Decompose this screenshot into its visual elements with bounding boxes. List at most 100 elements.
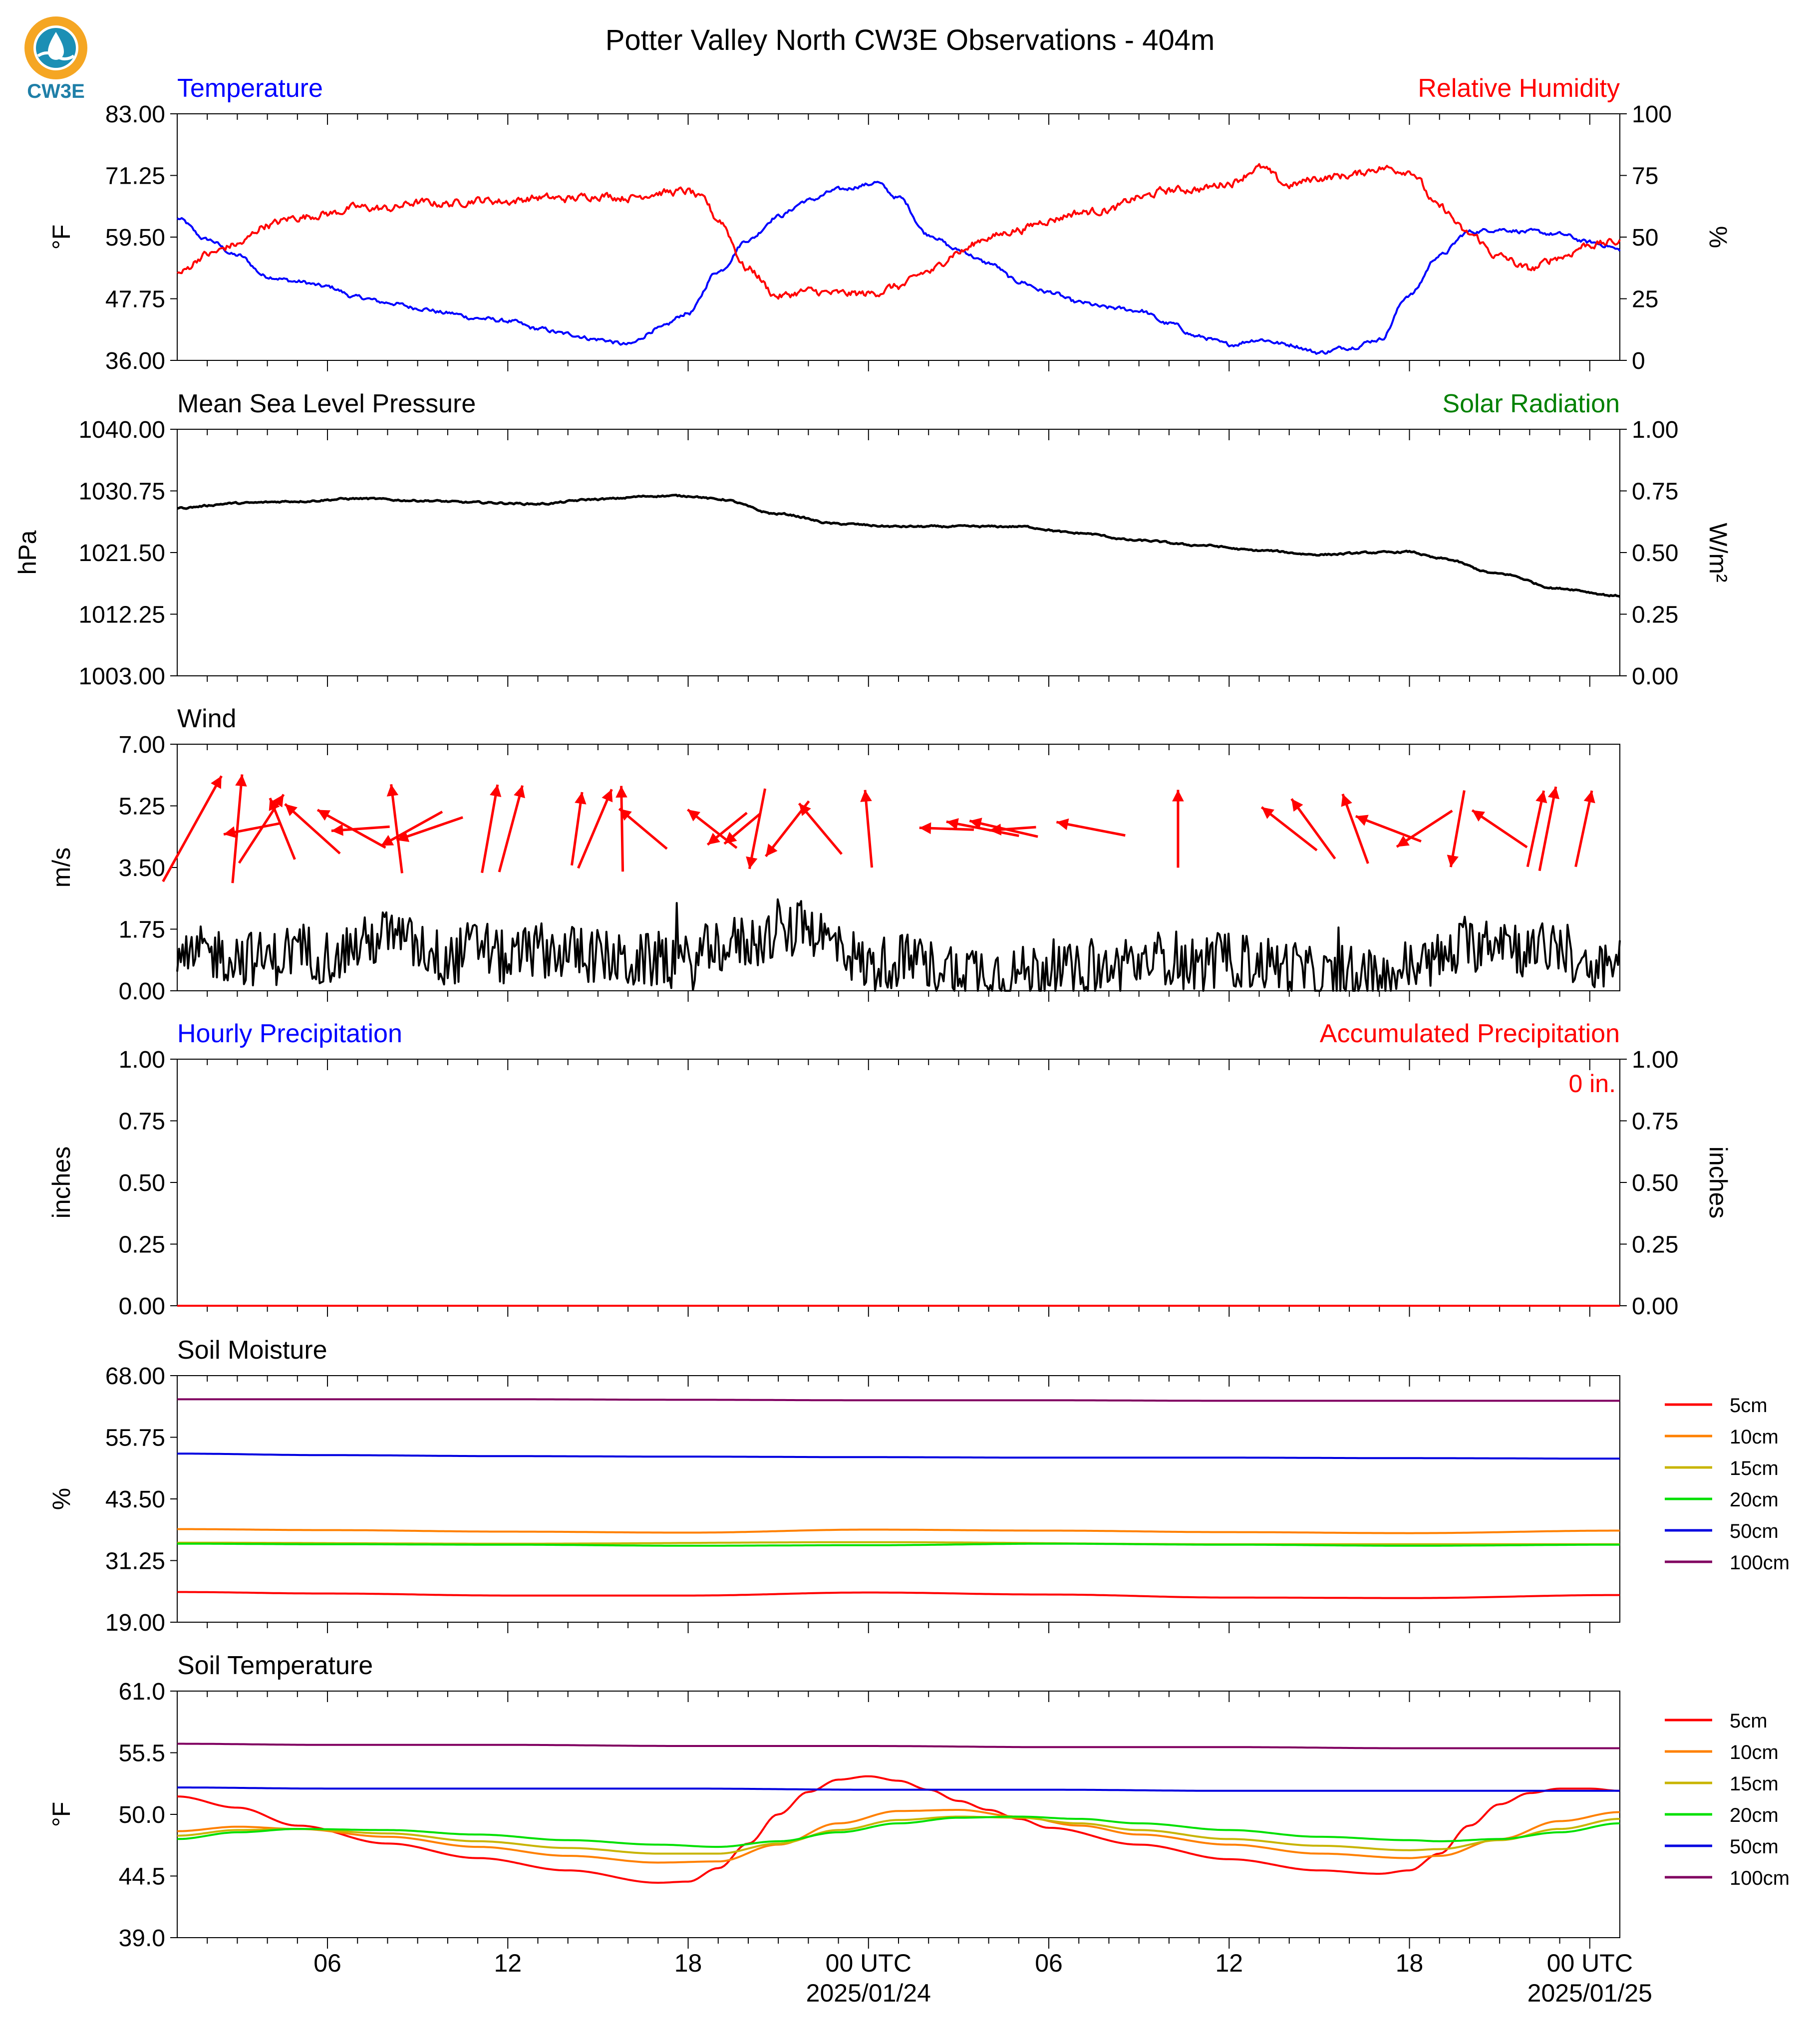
wind-arrow: [284, 803, 341, 855]
y-tick-label-right: 0.50: [1632, 1170, 1678, 1196]
y-tick-label-left: 68.00: [105, 1363, 165, 1390]
wind-arrow: [498, 785, 524, 872]
y-tick-label-left: 1.00: [119, 1047, 165, 1073]
series-line-5cm: [177, 1591, 1620, 1599]
y-tick-label-left: 0.25: [119, 1232, 165, 1258]
wind-arrow-head: [285, 804, 298, 817]
wind-arrow-head: [946, 818, 959, 830]
wind-arrow-head: [1261, 807, 1274, 819]
legend-label: 5cm: [1730, 1395, 1768, 1417]
panel-title-left: Mean Sea Level Pressure: [177, 389, 476, 418]
panel-soil-temp: 61.0 55.5 50.0 44.5 39.0 Soil Temperature °F 5c…: [47, 1651, 1790, 2007]
wind-arrow: [1574, 790, 1593, 868]
cw3e-logo: CW3E: [24, 16, 87, 102]
y-tick-label-right: 0.00: [1632, 1293, 1678, 1320]
y-axis-label-left: %: [47, 1488, 75, 1510]
wind-arrow-head: [1447, 855, 1459, 868]
wind-arrow-head: [235, 774, 247, 787]
wind-arrow-head: [381, 835, 394, 846]
legend-label: 10cm: [1730, 1741, 1779, 1763]
legend-label: 5cm: [1730, 1710, 1768, 1732]
y-tick-label-left: 7.00: [119, 732, 165, 758]
legend-label: 20cm: [1730, 1804, 1779, 1826]
y-tick-label-left: 44.5: [119, 1864, 165, 1890]
wind-arrow: [396, 816, 463, 842]
panel-title-left: Soil Temperature: [177, 1651, 373, 1680]
series-line-50cm: [177, 1452, 1620, 1460]
y-axis-label-left: inches: [47, 1147, 75, 1219]
y-tick-label-left: 71.25: [105, 163, 165, 190]
wind-arrow-head: [1583, 791, 1595, 804]
y-axis-label-left: m/s: [47, 848, 75, 888]
series-line-5cm: [177, 1775, 1620, 1884]
legend-label: 50cm: [1730, 1836, 1779, 1858]
wind-arrow-head: [969, 818, 982, 830]
y-tick-label-right: 0.00: [1632, 663, 1678, 690]
wind-arrow: [1538, 786, 1557, 871]
panel-soil-moisture: 68.00 55.75 43.50 31.25 19.00 Soil Moisture% 5…: [47, 1336, 1790, 1636]
legend-label: 100cm: [1730, 1867, 1790, 1889]
wind-arrow-head: [919, 822, 931, 835]
wind-arrow: [390, 784, 403, 873]
y-axis-label-right: %: [1704, 226, 1732, 248]
y-tick-label-right: 0.25: [1632, 1232, 1678, 1258]
wind-arrow-head: [386, 784, 399, 797]
wind-arrow-head: [860, 790, 872, 802]
wind-arrow-head: [211, 776, 222, 789]
wind-arrow-head: [1397, 835, 1410, 847]
y-axis-label-right: inches: [1704, 1147, 1732, 1219]
wind-arrow-head: [1341, 794, 1352, 807]
y-tick-label-left: 3.50: [119, 855, 165, 881]
wind-arrow-head: [272, 794, 284, 808]
figure-title: Potter Valley North CW3E Observations - …: [606, 24, 1215, 56]
wind-arrow: [380, 811, 443, 847]
y-tick-label-left: 47.75: [105, 287, 165, 313]
logo-ring: [24, 16, 87, 79]
legend-label: 15cm: [1730, 1773, 1779, 1795]
x-tick-label: 12: [1215, 1949, 1243, 1977]
y-tick-label-right: 75: [1632, 163, 1658, 190]
legend-label: 10cm: [1730, 1426, 1779, 1448]
wind-arrow-head: [766, 844, 778, 857]
wind-arrow-head: [331, 824, 343, 836]
legend-label: 50cm: [1730, 1520, 1779, 1542]
wind-arrow: [620, 786, 624, 872]
y-axis-label-right: W/m²: [1704, 523, 1732, 582]
y-tick-label-left: 39.0: [119, 1925, 165, 1952]
y-axis-label-left: hPa: [13, 530, 41, 575]
legend-label: 20cm: [1730, 1489, 1779, 1511]
series-line-20cm: [177, 1542, 1620, 1547]
wind-arrow-head: [490, 785, 502, 797]
wind-arrow: [1449, 790, 1466, 868]
wind-arrow-head: [1291, 799, 1303, 812]
wind-arrow: [864, 790, 874, 868]
panel-title-right: Accumulated Precipitation: [1320, 1019, 1620, 1048]
wind-arrow: [946, 820, 1019, 837]
wind-arrow-head: [615, 786, 627, 798]
y-tick-label-left: 0.00: [119, 1293, 165, 1320]
x-date-label: 2025/01/24: [806, 1979, 931, 2007]
y-tick-label-left: 1.75: [119, 917, 165, 943]
y-tick-label-left: 5.25: [119, 794, 165, 820]
wind-arrow-head: [687, 809, 701, 822]
wind-arrow: [1526, 790, 1545, 868]
panel-title-left: Wind: [177, 704, 236, 733]
series-line-wind-speed: [176, 898, 1621, 992]
x-tick-label: 06: [1035, 1949, 1063, 1977]
y-tick-label-left: 1030.75: [78, 479, 165, 505]
y-tick-label-left: 1021.50: [78, 540, 165, 567]
panel-wind: 7.00 5.25 3.50 1.75 0.00 Wind m/s: [47, 704, 1621, 1005]
y-tick-label-left: 1012.25: [78, 602, 165, 628]
wind-arrow-head: [1172, 790, 1184, 802]
wind-arrow-head: [799, 803, 811, 816]
legend-label: 15cm: [1730, 1457, 1779, 1479]
wind-arrow: [1341, 793, 1369, 864]
wind-arrow-head: [619, 809, 632, 821]
legend: 5cm 10cm 15cm 20cm 50cm 100cm: [1665, 1395, 1790, 1574]
wind-arrow-head: [1472, 810, 1486, 822]
wind-arrow: [577, 789, 613, 869]
y-tick-label-left: 43.50: [105, 1486, 165, 1513]
y-tick-label-right: 0.50: [1632, 540, 1678, 567]
wind-arrow-head: [746, 856, 758, 869]
